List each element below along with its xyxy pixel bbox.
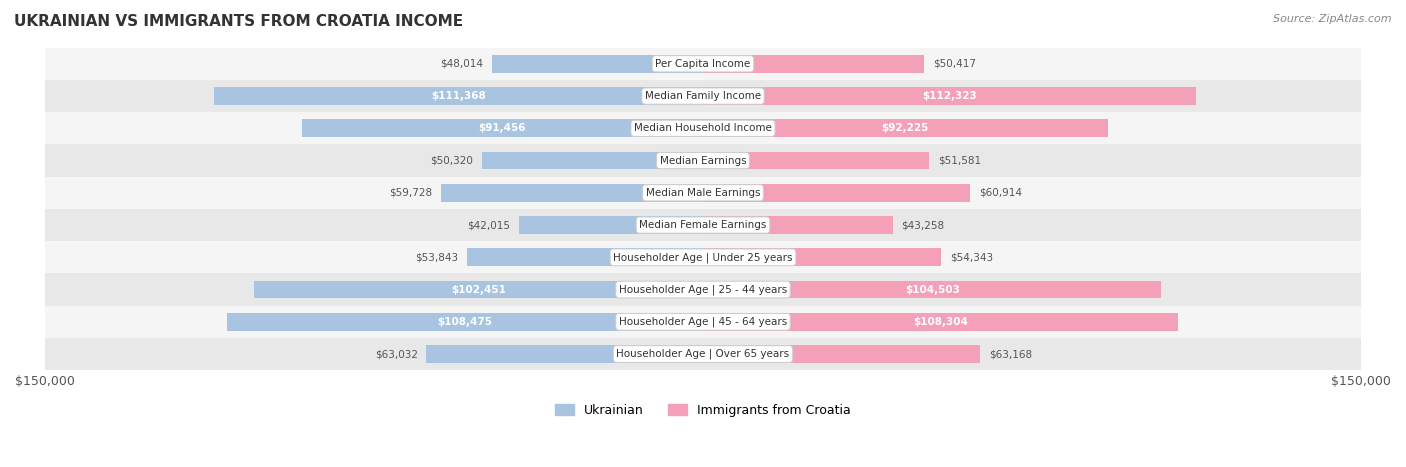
Text: $63,168: $63,168 bbox=[988, 349, 1032, 359]
Text: Median Earnings: Median Earnings bbox=[659, 156, 747, 166]
Bar bbox=[703, 152, 929, 170]
Bar bbox=[441, 184, 703, 202]
Text: Median Household Income: Median Household Income bbox=[634, 123, 772, 133]
Text: $92,225: $92,225 bbox=[882, 123, 929, 133]
Text: Median Female Earnings: Median Female Earnings bbox=[640, 220, 766, 230]
Bar bbox=[45, 209, 1361, 241]
Text: $54,343: $54,343 bbox=[950, 252, 993, 262]
Bar bbox=[703, 55, 924, 73]
Bar bbox=[45, 241, 1361, 274]
Text: $50,417: $50,417 bbox=[934, 59, 976, 69]
Text: Householder Age | Over 65 years: Householder Age | Over 65 years bbox=[616, 349, 790, 359]
Text: $53,843: $53,843 bbox=[415, 252, 458, 262]
Bar bbox=[703, 120, 1108, 137]
Text: $104,503: $104,503 bbox=[905, 284, 960, 295]
Text: Source: ZipAtlas.com: Source: ZipAtlas.com bbox=[1274, 14, 1392, 24]
Text: Per Capita Income: Per Capita Income bbox=[655, 59, 751, 69]
Text: $51,581: $51,581 bbox=[938, 156, 981, 166]
Bar bbox=[45, 177, 1361, 209]
Legend: Ukrainian, Immigrants from Croatia: Ukrainian, Immigrants from Croatia bbox=[550, 399, 856, 422]
Bar bbox=[482, 152, 703, 170]
Bar bbox=[228, 313, 703, 331]
Text: $60,914: $60,914 bbox=[979, 188, 1022, 198]
Bar bbox=[426, 345, 703, 363]
Text: $50,320: $50,320 bbox=[430, 156, 474, 166]
Bar bbox=[45, 306, 1361, 338]
Bar bbox=[703, 87, 1195, 105]
Bar bbox=[302, 120, 703, 137]
Bar bbox=[703, 248, 942, 266]
Bar bbox=[45, 144, 1361, 177]
Bar bbox=[492, 55, 703, 73]
Text: UKRAINIAN VS IMMIGRANTS FROM CROATIA INCOME: UKRAINIAN VS IMMIGRANTS FROM CROATIA INC… bbox=[14, 14, 463, 29]
Bar bbox=[45, 80, 1361, 112]
Text: $111,368: $111,368 bbox=[432, 91, 486, 101]
Text: $108,304: $108,304 bbox=[912, 317, 967, 327]
Bar bbox=[703, 313, 1178, 331]
Text: $43,258: $43,258 bbox=[901, 220, 945, 230]
Bar bbox=[45, 274, 1361, 306]
Text: Householder Age | 25 - 44 years: Householder Age | 25 - 44 years bbox=[619, 284, 787, 295]
Bar bbox=[45, 338, 1361, 370]
Bar bbox=[703, 184, 970, 202]
Text: $102,451: $102,451 bbox=[451, 284, 506, 295]
Bar bbox=[45, 48, 1361, 80]
Text: Median Family Income: Median Family Income bbox=[645, 91, 761, 101]
Bar bbox=[467, 248, 703, 266]
Text: Householder Age | Under 25 years: Householder Age | Under 25 years bbox=[613, 252, 793, 262]
Bar bbox=[703, 345, 980, 363]
Text: $91,456: $91,456 bbox=[478, 123, 526, 133]
Bar bbox=[253, 281, 703, 298]
Bar bbox=[703, 216, 893, 234]
Text: $59,728: $59,728 bbox=[389, 188, 432, 198]
Bar bbox=[45, 112, 1361, 144]
Text: $108,475: $108,475 bbox=[437, 317, 492, 327]
Text: $42,015: $42,015 bbox=[467, 220, 510, 230]
Text: $63,032: $63,032 bbox=[375, 349, 418, 359]
Text: Householder Age | 45 - 64 years: Householder Age | 45 - 64 years bbox=[619, 317, 787, 327]
Text: Median Male Earnings: Median Male Earnings bbox=[645, 188, 761, 198]
Text: $112,323: $112,323 bbox=[922, 91, 977, 101]
Bar bbox=[703, 281, 1161, 298]
Bar bbox=[215, 87, 703, 105]
Bar bbox=[519, 216, 703, 234]
Text: $48,014: $48,014 bbox=[440, 59, 484, 69]
